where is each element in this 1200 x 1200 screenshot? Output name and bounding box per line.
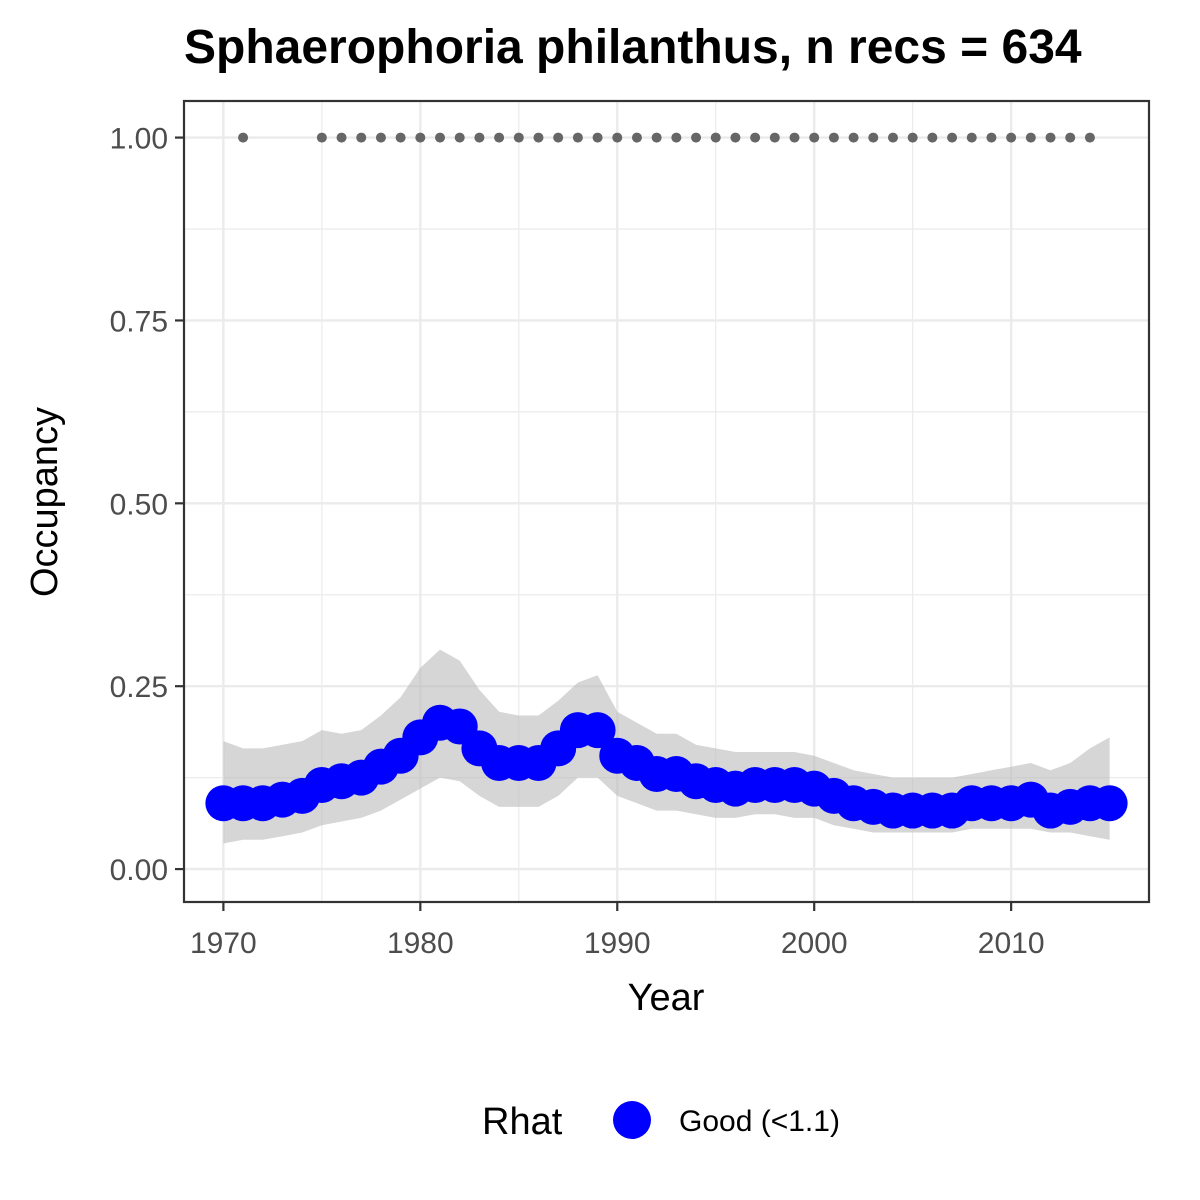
x-tick-label: 1990 [584,927,651,960]
y-tick-label: 0.75 [110,305,168,338]
record-point [769,132,780,143]
record-point [533,132,544,143]
y-axis-label: Occupancy [24,407,66,597]
x-tick-label: 2010 [978,927,1045,960]
record-points-layer [238,132,1095,143]
record-point [1006,132,1017,143]
record-point [691,132,702,143]
panel-border [182,99,1151,904]
y-tick-label: 0.25 [110,671,168,704]
record-point [1045,132,1056,143]
record-point [671,132,682,143]
record-point [828,132,839,143]
record-point [927,132,938,143]
record-point [553,132,564,143]
record-point [986,132,997,143]
record-point [868,132,879,143]
record-point [1084,132,1095,143]
record-point [651,132,662,143]
x-tick-label: 2000 [781,927,848,960]
record-point [572,132,583,143]
legend-label-good: Good (<1.1) [679,1105,840,1138]
series-point [579,712,616,749]
record-point [454,132,465,143]
record-point [1065,132,1076,143]
record-point [375,132,386,143]
record-point [907,132,918,143]
record-point [238,132,249,143]
record-point [789,132,800,143]
legend-key-good [613,1101,651,1139]
record-point [1025,132,1036,143]
y-axis: 0.00 0.25 0.50 0.75 1.00 [110,123,184,887]
x-axis-label: Year [628,977,705,1019]
y-tick-label: 1.00 [110,123,168,156]
y-tick-label: 0.50 [110,488,168,521]
legend: Rhat Good (<1.1) [482,1101,840,1143]
chart-title: Sphaerophoria philanthus, n recs = 634 [184,21,1082,74]
record-point [494,132,505,143]
series-point [1091,785,1128,822]
record-point [750,132,761,143]
record-point [356,132,367,143]
record-point [513,132,524,143]
record-point [809,132,820,143]
record-point [730,132,741,143]
record-point [474,132,485,143]
record-point [592,132,603,143]
record-point [336,132,347,143]
x-tick-label: 1980 [387,927,454,960]
record-point [947,132,958,143]
record-point [316,132,327,143]
record-point [435,132,446,143]
legend-title: Rhat [482,1101,563,1143]
record-point [631,132,642,143]
record-point [710,132,721,143]
x-tick-label: 1970 [190,927,257,960]
record-point [887,132,898,143]
x-axis: 1970 1980 1990 2000 2010 [190,902,1045,960]
record-point [612,132,623,143]
record-point [848,132,859,143]
record-point [395,132,406,143]
y-tick-label: 0.00 [110,854,168,887]
series-points-layer [205,704,1128,829]
record-point [415,132,426,143]
record-point [966,132,977,143]
